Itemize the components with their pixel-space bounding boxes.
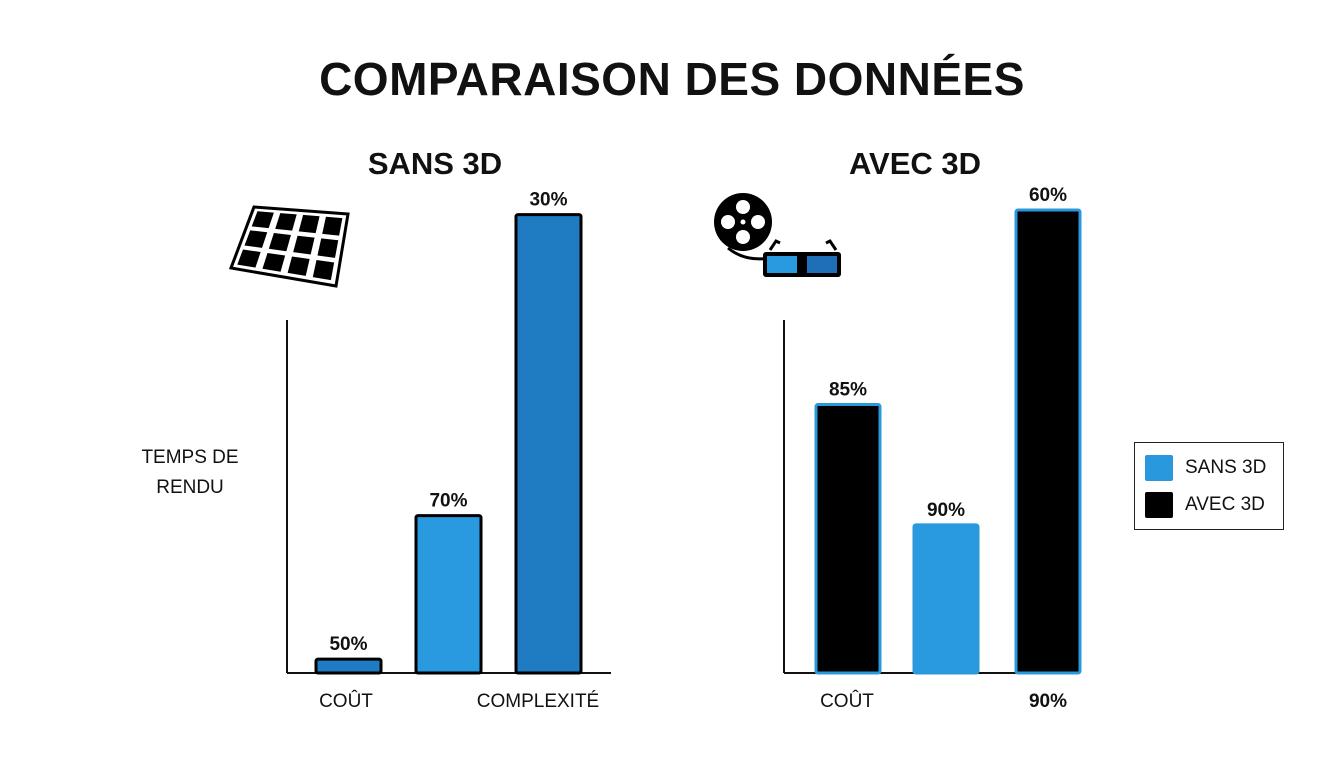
data-label: 85% <box>829 379 867 400</box>
bar <box>912 523 980 675</box>
data-label: 30% <box>529 190 567 211</box>
solar-panel-icon <box>228 205 350 288</box>
legend-label: AVEC 3D <box>1185 494 1265 515</box>
legend: SANS 3D AVEC 3D <box>1134 442 1284 530</box>
x-tick-label: 90% <box>1029 691 1067 712</box>
chart-title-sans-3d: SANS 3D <box>367 146 503 181</box>
x-tick-label: COMPLEXITÉ <box>477 691 599 712</box>
x-tick-label: COÛT <box>319 690 373 712</box>
x-tick-label: COÛT <box>820 690 874 712</box>
bar <box>514 213 583 675</box>
bar <box>1014 208 1082 675</box>
bar <box>814 402 882 675</box>
legend-item-avec-3d: AVEC 3D <box>1145 492 1265 518</box>
data-label: 60% <box>1029 185 1067 206</box>
legend-item-sans-3d: SANS 3D <box>1145 455 1266 481</box>
page-title: COMPARAISON DES DONNÉES <box>319 53 1025 105</box>
data-label: 90% <box>927 500 965 521</box>
legend-swatch <box>1145 492 1173 518</box>
bar <box>414 514 483 675</box>
bar <box>314 657 383 675</box>
chart-title-avec-3d: AVEC 3D <box>848 146 982 181</box>
film-reel-3d-glasses-icon <box>714 193 841 277</box>
legend-label: SANS 3D <box>1185 457 1267 478</box>
legend-swatch <box>1145 455 1173 481</box>
y-axis-label: TEMPS DE RENDU <box>141 447 239 498</box>
data-label: 50% <box>329 634 367 655</box>
data-label: 70% <box>429 491 467 512</box>
